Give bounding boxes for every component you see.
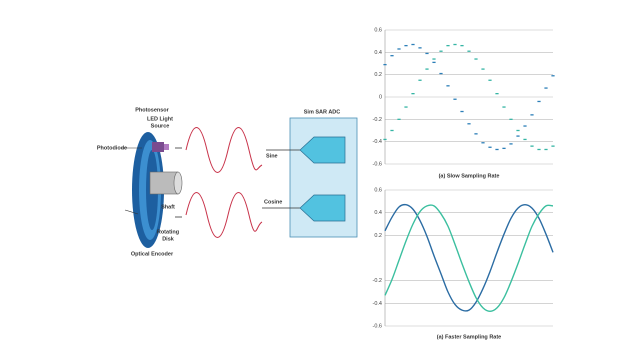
y-tick-label: 0.2 — [374, 233, 382, 239]
label: Shaft — [161, 204, 175, 210]
label: Cosine — [264, 199, 282, 205]
y-tick-label: -0.4 — [373, 139, 382, 145]
adc — [299, 194, 346, 222]
y-tick-label: -0.2 — [373, 117, 382, 123]
y-tick-label: 0.6 — [374, 187, 382, 193]
chart-title: (a) Slow Sampling Rate — [439, 173, 500, 179]
sine-wave — [185, 127, 263, 173]
label: Sim SAR ADC — [304, 109, 340, 115]
charts: -0.6 -0.4 -0.2 0 0.2 0.4 0.6 (a) Slow Sampling … — [373, 27, 555, 340]
label: Photosensor — [135, 107, 169, 113]
y-tick-label: 0.4 — [374, 210, 382, 216]
y-tick-label: 0.4 — [374, 50, 382, 56]
series-line — [384, 204, 554, 312]
y-tick-label: -0.2 — [373, 278, 382, 284]
label: Optical Encoder — [131, 251, 174, 257]
label: LED Light — [147, 116, 173, 122]
label: Disk — [162, 236, 175, 242]
series-line — [384, 203, 554, 312]
y-tick-label: -0.6 — [373, 323, 382, 329]
chart-title: (a) Faster Sampling Rate — [437, 334, 502, 340]
y-tick-label: 0.2 — [374, 72, 382, 78]
cosine-wave — [185, 192, 263, 238]
label: Source — [151, 123, 170, 129]
label: Sine — [266, 153, 278, 159]
optical-encoder — [122, 132, 183, 248]
y-tick-label: -0.6 — [373, 161, 382, 167]
label: Rotating — [157, 229, 179, 235]
y-tick-label: -0.4 — [373, 301, 382, 307]
label: Photodiode — [97, 145, 127, 151]
y-tick-label: 0 — [379, 94, 382, 100]
adc — [299, 136, 346, 164]
y-tick-label: 0.6 — [374, 27, 382, 33]
